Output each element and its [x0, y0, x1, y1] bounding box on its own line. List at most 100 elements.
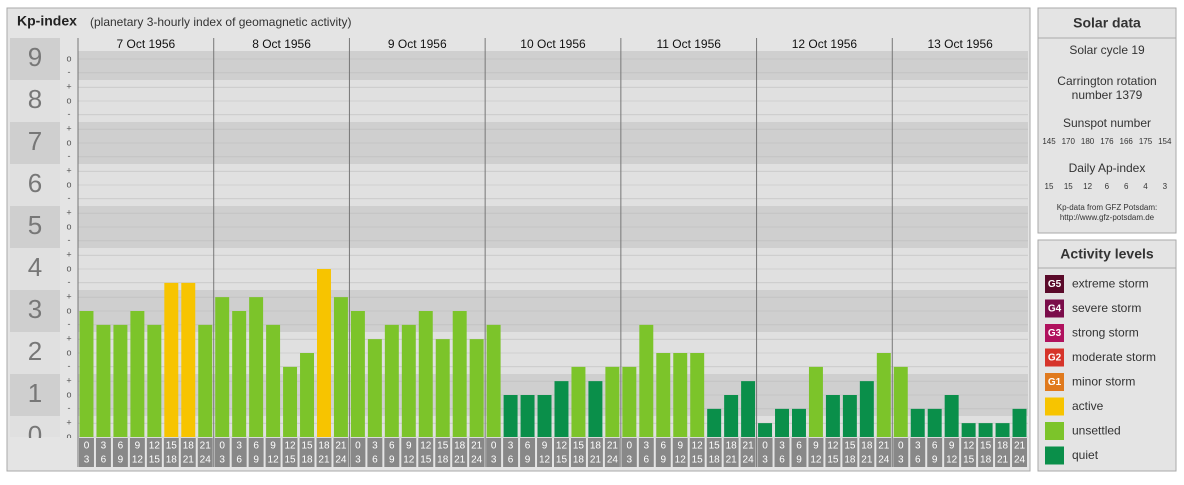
slot-end: 6 — [236, 455, 242, 466]
slot-box — [927, 438, 943, 467]
slot-box — [995, 438, 1011, 467]
slot-start: 6 — [525, 441, 531, 452]
bar — [283, 366, 298, 437]
slot-box — [706, 438, 722, 467]
slot-box — [112, 438, 128, 467]
slot-box — [401, 438, 417, 467]
slot-end: 24 — [335, 455, 347, 466]
slot-box — [435, 438, 451, 467]
slot-end: 15 — [827, 455, 839, 466]
slot-end: 3 — [355, 455, 361, 466]
legend-label: extreme storm — [1072, 277, 1149, 291]
bar — [961, 423, 976, 437]
slot-start: 12 — [284, 441, 296, 452]
slot-box — [129, 438, 145, 467]
slot-start: 21 — [607, 441, 619, 452]
slot-box — [554, 438, 569, 467]
bar — [503, 395, 518, 437]
slot-start: 12 — [149, 441, 161, 452]
slot-box — [893, 438, 909, 467]
slot-start: 3 — [915, 441, 921, 452]
bar — [741, 381, 756, 437]
bar — [435, 339, 450, 437]
sunspot-title: Sunspot number — [1063, 116, 1151, 130]
ap-title: Daily Ap-index — [1069, 161, 1146, 175]
y-tick-label: 5 — [28, 210, 42, 240]
slot-box — [621, 438, 637, 467]
slot-end: 3 — [627, 455, 633, 466]
legend-label: minor storm — [1072, 375, 1135, 389]
bar — [927, 408, 942, 437]
slot-start: 15 — [709, 441, 721, 452]
bar — [876, 353, 891, 437]
slot-start: 0 — [762, 441, 768, 452]
bar — [79, 311, 94, 437]
slot-box — [825, 438, 841, 467]
bar — [554, 381, 569, 437]
slot-end: 3 — [898, 455, 904, 466]
slot-end: 6 — [644, 455, 650, 466]
ap-value: 4 — [1143, 182, 1148, 191]
minor-tick-label: o — [66, 431, 71, 441]
slot-start: 9 — [135, 441, 141, 452]
slot-box — [723, 438, 739, 467]
slot-end: 12 — [539, 455, 551, 466]
solar-title: Solar data — [1073, 15, 1141, 31]
minor-tick-label: + — [66, 376, 71, 386]
slot-end: 18 — [709, 455, 721, 466]
minor-tick-label: + — [66, 124, 71, 134]
legend-label: severe storm — [1072, 301, 1141, 315]
bar — [164, 282, 179, 437]
slot-box — [944, 438, 960, 467]
legend-swatch — [1045, 373, 1064, 391]
slot-box — [638, 438, 654, 467]
slot-box — [537, 438, 552, 467]
slot-box — [808, 438, 824, 467]
slot-start: 18 — [183, 441, 195, 452]
slot-box — [146, 438, 162, 467]
slot-box — [859, 438, 875, 467]
slot-end: 15 — [149, 455, 161, 466]
chart-title: Kp-index — [17, 13, 77, 29]
slot-box — [570, 438, 586, 467]
bar — [775, 408, 789, 437]
slot-box — [452, 438, 468, 467]
carrington: number 1379 — [1072, 88, 1143, 102]
bar — [656, 353, 671, 437]
slot-box — [418, 438, 434, 467]
minor-tick-label: o — [66, 179, 71, 189]
slot-end: 18 — [844, 455, 856, 466]
slot-start: 6 — [796, 441, 802, 452]
slot-box — [842, 438, 858, 467]
slot-box — [384, 438, 400, 467]
slot-start: 6 — [660, 441, 666, 452]
minor-tick-label: - — [68, 109, 71, 119]
legend-badge: G2 — [1048, 353, 1062, 364]
slot-box — [587, 438, 603, 467]
slot-end: 24 — [1014, 455, 1026, 466]
sunspot-value: 154 — [1158, 137, 1172, 146]
slot-end: 18 — [166, 455, 178, 466]
slot-start: 21 — [1014, 441, 1026, 452]
slot-end: 21 — [726, 455, 738, 466]
slot-end: 21 — [318, 455, 330, 466]
day-label: 13 Oct 1956 — [927, 37, 993, 51]
y-tick-label: 9 — [28, 42, 42, 72]
slot-end: 3 — [491, 455, 497, 466]
slot-box — [214, 438, 230, 467]
label-band — [10, 80, 60, 122]
slot-box — [469, 438, 485, 467]
slot-end: 15 — [556, 455, 568, 466]
legend-badge: G3 — [1048, 328, 1062, 339]
sunspot-value: 175 — [1139, 137, 1153, 146]
bar — [537, 395, 552, 437]
slot-start: 0 — [491, 441, 497, 452]
slot-end: 21 — [861, 455, 873, 466]
day-label: 11 Oct 1956 — [656, 37, 721, 51]
minor-tick-label: o — [66, 263, 71, 273]
slot-start: 12 — [692, 441, 704, 452]
slot-box — [1012, 438, 1027, 467]
slot-end: 15 — [420, 455, 432, 466]
slot-start: 0 — [219, 441, 225, 452]
levels-title: Activity levels — [1060, 246, 1154, 262]
